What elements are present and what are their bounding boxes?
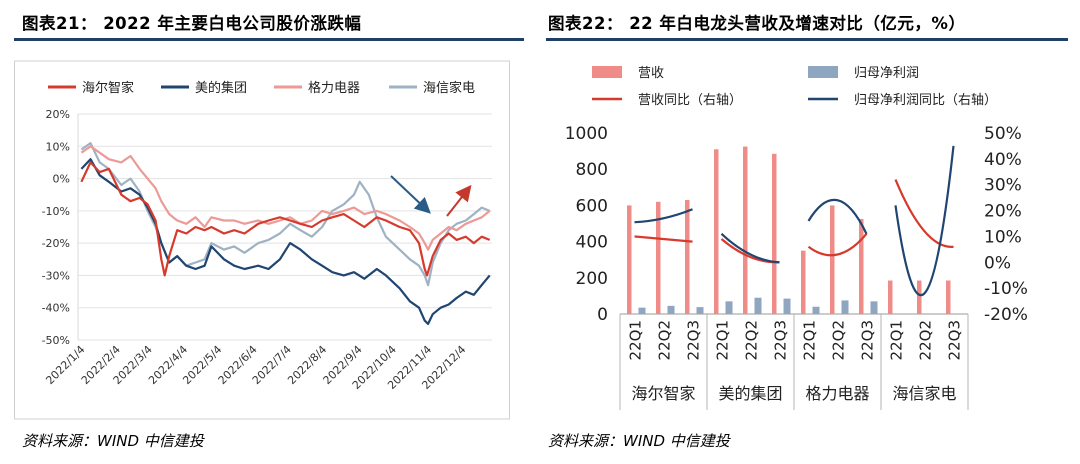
legend-label: 归母净利润同比（右轴）: [854, 93, 997, 108]
y-right-tick-label: -20%: [984, 305, 1028, 325]
quarter-label: 22Q3: [859, 320, 877, 360]
left-title-rule: [14, 38, 524, 41]
y-tick-label: 10%: [46, 140, 70, 153]
uptrend-arrow: [446, 184, 472, 217]
stock-performance-chart: 20%10%0%-10%-20%-30%-40%-50%2022/1/42022…: [14, 60, 510, 420]
y-right-tick-label: -10%: [984, 279, 1028, 299]
y-right-tick-label: 20%: [984, 202, 1022, 222]
legend-label: 格力电器: [308, 80, 360, 96]
revenue-yoy-line: [807, 233, 868, 257]
quarter-label: 22Q3: [772, 320, 790, 360]
y-left-tick-label: 1000: [565, 124, 608, 144]
quarter-label: 22Q2: [743, 320, 761, 360]
quarter-label: 22Q1: [714, 320, 732, 360]
company-label: 海信家电: [892, 384, 956, 403]
profit-bar: [812, 306, 820, 314]
right-source-note: 资料来源：WIND 中信建投: [548, 432, 730, 450]
series-line: [80, 158, 491, 325]
profit-bar: [783, 298, 791, 314]
legend-label: 营收同比（右轴）: [638, 93, 742, 108]
profit-yoy-line: [634, 208, 693, 224]
y-left-tick-label: 600: [576, 196, 608, 216]
profit-bar: [754, 297, 762, 314]
quarter-label: 22Q2: [917, 320, 935, 360]
right-panel-title: 图表22： 22 年白电龙头营收及增速对比（亿元，%）: [548, 14, 966, 33]
revenue-bar: [627, 205, 632, 314]
y-left-tick-label: 800: [576, 160, 608, 180]
quarter-label: 22Q3: [946, 320, 964, 360]
profit-bar: [870, 301, 878, 314]
revenue-bar: [859, 218, 864, 314]
profit-bar: [667, 305, 675, 314]
legend-label: 美的集团: [195, 80, 247, 96]
y-tick-label: 0%: [53, 173, 70, 186]
y-tick-label: -30%: [42, 269, 70, 282]
y-tick-label: -50%: [42, 334, 70, 347]
y-right-tick-label: 30%: [984, 176, 1022, 196]
revenue-bar: [743, 146, 748, 314]
quarter-label: 22Q1: [627, 320, 645, 360]
right-title-rule: [546, 38, 1068, 41]
profit-bar: [841, 300, 849, 314]
series-line: [80, 161, 491, 277]
legend-label: 海信家电: [423, 80, 475, 96]
revenue-bar: [917, 280, 922, 314]
revenue-yoy-line: [894, 179, 954, 248]
revenue-bar: [830, 205, 835, 314]
company-label: 格力电器: [805, 384, 869, 403]
legend-swatch: [808, 66, 838, 78]
profit-yoy-line: [720, 233, 780, 264]
profit-bar: [696, 307, 704, 314]
legend-label: 归母净利润: [854, 66, 919, 81]
revenue-bar: [772, 153, 777, 314]
revenue-bar: [888, 280, 893, 314]
y-tick-label: -40%: [42, 302, 70, 315]
y-tick-label: -10%: [42, 205, 70, 218]
y-left-tick-label: 400: [576, 233, 608, 253]
revenue-bar: [685, 199, 690, 314]
revenue-bar: [714, 149, 719, 314]
quarter-label: 22Q2: [830, 320, 848, 360]
quarter-label: 22Q1: [801, 320, 819, 360]
quarter-label: 22Q2: [656, 320, 674, 360]
profit-bar: [725, 301, 733, 314]
series-line: [80, 145, 491, 251]
revenue-bar: [946, 280, 951, 314]
left-panel-title: 图表21： 2022 年主要白电公司股价涨跌幅: [22, 14, 362, 33]
company-label: 海尔智家: [631, 384, 695, 403]
legend-label: 海尔智家: [82, 80, 134, 96]
profit-yoy-line: [894, 145, 955, 297]
profit-yoy-line: [807, 198, 868, 235]
quarter-label: 22Q3: [685, 320, 703, 360]
chart-frame: [14, 60, 510, 420]
y-left-tick-label: 0: [597, 305, 608, 325]
y-tick-label: 20%: [46, 108, 70, 121]
left-source-note: 资料来源：WIND 中信建投: [22, 432, 204, 450]
profit-bar: [638, 307, 646, 314]
y-right-tick-label: 50%: [984, 124, 1022, 144]
legend-label: 营收: [638, 66, 664, 81]
legend-swatch: [592, 66, 622, 78]
quarter-label: 22Q1: [888, 320, 906, 360]
company-label: 美的集团: [718, 384, 782, 403]
revenue-bar: [656, 201, 661, 314]
y-right-tick-label: 10%: [984, 227, 1022, 247]
downtrend-arrow: [390, 175, 431, 214]
y-right-tick-label: 40%: [984, 150, 1022, 170]
y-left-tick-label: 200: [576, 269, 608, 289]
revenue-bar: [801, 250, 806, 314]
revenue-yoy-line: [634, 235, 693, 243]
series-line: [80, 141, 491, 287]
y-tick-label: -20%: [42, 237, 70, 250]
y-right-tick-label: 0%: [984, 253, 1011, 273]
